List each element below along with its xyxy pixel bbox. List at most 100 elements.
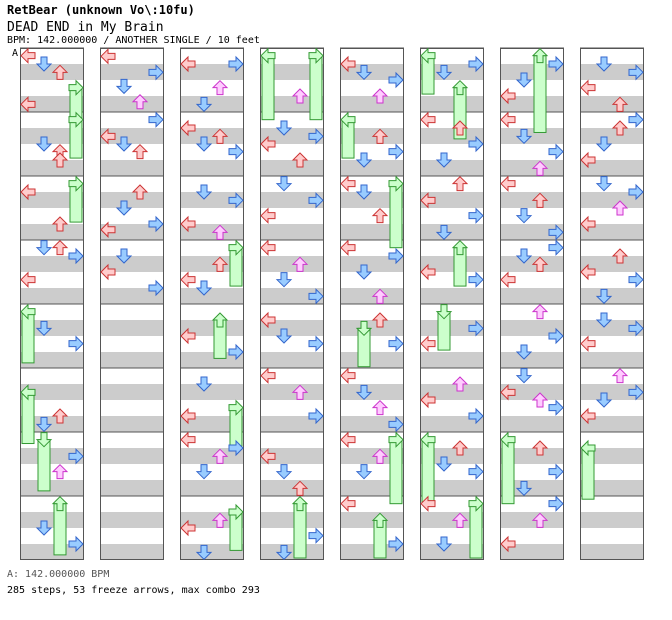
step-arrow: [100, 221, 116, 238]
beat-stripe: [340, 256, 404, 272]
step-arrow: [451, 120, 469, 136]
step-arrow: [260, 311, 276, 329]
step-arrow: [308, 407, 324, 425]
step-arrow: [548, 239, 564, 256]
step-arrow: [100, 128, 116, 145]
step-arrow: [195, 184, 213, 200]
beat-stripe: [180, 320, 244, 336]
step-arrow: [420, 263, 436, 281]
step-arrow: [308, 288, 324, 305]
step-arrow: [515, 368, 533, 384]
step-arrow: [595, 176, 613, 192]
step-arrow: [131, 94, 149, 110]
step-arrow: [500, 535, 516, 553]
beat-stripe: [180, 512, 244, 528]
column-border: [580, 48, 644, 560]
step-arrow: [275, 176, 293, 192]
step-arrow: [35, 416, 53, 433]
beat-stripe: [500, 384, 564, 400]
step-arrow: [51, 463, 69, 480]
step-arrow: [420, 192, 436, 209]
beat-stripe: [260, 96, 324, 112]
step-arrow: [195, 376, 213, 392]
step-arrow: [420, 391, 436, 409]
step-arrow: [195, 280, 213, 296]
step-arrow: [548, 327, 564, 345]
step-arrow: [68, 448, 84, 465]
step-arrow: [388, 71, 404, 89]
step-arrow: [595, 392, 613, 408]
step-arrow: [355, 64, 373, 81]
step-arrow: [468, 55, 484, 73]
step-arrow: [68, 175, 84, 192]
freeze-bar: [533, 55, 547, 133]
beat-stripe: [260, 448, 324, 464]
step-arrow: [580, 335, 596, 352]
beat-stripe: [340, 544, 404, 560]
beat-stripe: [340, 416, 404, 432]
column-border: [100, 48, 164, 560]
step-arrow: [580, 151, 596, 169]
beat-stripe: [20, 64, 84, 80]
step-arrow: [180, 271, 196, 288]
beat-stripe: [20, 384, 84, 400]
beat-stripe: [340, 512, 404, 528]
step-arrow: [580, 407, 596, 425]
beat-stripe: [20, 352, 84, 368]
step-arrow: [515, 344, 533, 360]
step-arrow: [388, 335, 404, 352]
step-arrow: [211, 256, 229, 272]
beat-stripe: [340, 160, 404, 176]
beat-stripe: [20, 256, 84, 272]
beat-stripe: [580, 64, 644, 80]
step-arrow: [628, 384, 644, 401]
step-arrow: [435, 224, 453, 241]
step-arrow: [548, 399, 564, 416]
step-arrow: [180, 119, 196, 137]
beat-stripe: [180, 288, 244, 304]
step-arrow: [308, 527, 324, 544]
step-arrow: [51, 152, 69, 168]
beat-stripe: [420, 480, 484, 496]
step-arrow: [291, 152, 309, 168]
step-arrow: [340, 175, 356, 192]
step-chart: [20, 47, 644, 561]
beat-stripe: [580, 416, 644, 432]
beat-stripe: [20, 192, 84, 208]
step-arrow: [20, 96, 36, 113]
beat-stripe: [100, 224, 164, 240]
beat-stripe: [20, 160, 84, 176]
beat-stripe: [20, 480, 84, 496]
beat-stripe: [500, 64, 564, 80]
step-arrow: [371, 399, 389, 416]
step-arrow: [420, 431, 436, 448]
beat-stripe: [420, 544, 484, 560]
step-arrow: [131, 143, 149, 160]
step-arrow: [20, 384, 36, 401]
beat-stripe: [260, 128, 324, 144]
beat-stripe: [420, 160, 484, 176]
step-arrow: [468, 407, 484, 425]
chart-info: BPM: 142.000000 / ANOTHER SINGLE / 10 fe…: [7, 35, 260, 46]
beat-stripe: [340, 288, 404, 304]
beat-stripe: [420, 256, 484, 272]
step-arrow: [435, 456, 453, 472]
beat-stripe: [100, 352, 164, 368]
step-arrow: [115, 200, 133, 216]
beat-stripe: [260, 384, 324, 400]
step-arrow: [68, 247, 84, 265]
beat-stripe: [580, 512, 644, 528]
step-arrow: [275, 464, 293, 480]
step-arrow: [308, 335, 324, 352]
beat-stripe: [180, 352, 244, 368]
beat-stripe: [260, 320, 324, 336]
step-arrow: [435, 536, 453, 552]
step-arrow: [531, 440, 549, 456]
beat-stripe: [580, 320, 644, 336]
step-arrow: [340, 55, 356, 73]
bpm-legend: A: 142.000000 BPM: [7, 569, 110, 580]
beat-stripe: [180, 128, 244, 144]
freeze-bar: [309, 55, 323, 121]
beat-stripe: [420, 352, 484, 368]
beat-stripe: [20, 224, 84, 240]
